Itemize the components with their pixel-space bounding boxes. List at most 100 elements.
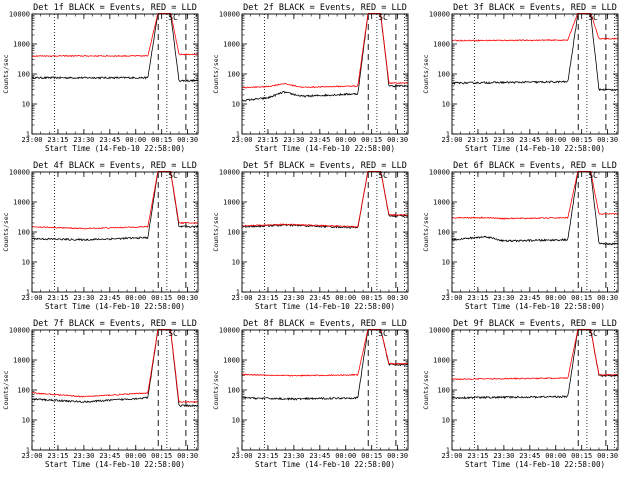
x-tick-label: 23:00 (441, 136, 462, 144)
x-axis-label: Start Time (14-Feb-10 22:58:00) (45, 144, 185, 153)
panel-title: Det 3f BLACK = Events, RED = LLD (453, 3, 617, 13)
y-tick-label: 100 (437, 387, 450, 395)
y-tick-label: 1 (446, 131, 450, 139)
series-lld (242, 13, 408, 89)
x-tick-label: 00:00 (545, 294, 566, 302)
x-tick-label: 00:30 (387, 452, 408, 460)
y-tick-label: 10 (442, 259, 450, 267)
plot-frame (451, 13, 619, 135)
y-tick-label: 10 (22, 101, 30, 109)
x-tick-label: 00:00 (545, 452, 566, 460)
x-tick-label: 23:15 (47, 452, 68, 460)
plot-frame (451, 171, 619, 293)
panel-det-6: Det 6f BLACK = Events, RED = LLD Counts/s… (422, 161, 619, 311)
series-lld (242, 329, 408, 377)
y-tick-label: 10 (442, 101, 450, 109)
plot-frame (31, 171, 199, 293)
plot-frame (241, 13, 409, 135)
plot-area (242, 329, 408, 450)
x-tick-label: 00:30 (387, 294, 408, 302)
x-tick-label: 00:00 (335, 294, 356, 302)
panel-det-9: Det 9f BLACK = Events, RED = LLD Counts/s… (422, 319, 619, 469)
y-tick-label: 1000 (13, 357, 30, 365)
x-tick-label: 23:30 (73, 136, 94, 144)
x-tick-label: 23:45 (309, 452, 330, 460)
series-lld (242, 171, 408, 228)
x-tick-label: 00:15 (361, 294, 382, 302)
sc-marker-label: SC (168, 329, 178, 338)
x-axis-label: Start Time (14-Feb-10 22:58:00) (465, 144, 605, 153)
x-tick-label: 00:15 (571, 136, 592, 144)
y-tick-label: 10000 (9, 11, 30, 19)
y-tick-label: 1000 (223, 357, 240, 365)
plot-frame (31, 329, 199, 451)
y-tick-label: 100 (17, 71, 30, 79)
plot-area (242, 13, 408, 134)
plot-frame (241, 171, 409, 293)
x-tick-label: 23:00 (21, 294, 42, 302)
x-tick-label: 23:30 (73, 294, 94, 302)
x-tick-label: 23:45 (99, 294, 120, 302)
y-tick-label: 10 (232, 417, 240, 425)
plot-area (452, 13, 618, 134)
x-tick-label: 23:45 (309, 136, 330, 144)
y-tick-label: 1 (236, 447, 240, 455)
y-tick-label: 100 (17, 229, 30, 237)
x-tick-label: 23:00 (231, 136, 252, 144)
series-lld (452, 329, 618, 381)
x-tick-label: 00:00 (125, 136, 146, 144)
y-tick-label: 1000 (223, 41, 240, 49)
y-tick-label: 10000 (429, 11, 450, 19)
x-tick-label: 23:45 (99, 136, 120, 144)
y-tick-label: 1000 (433, 41, 450, 49)
x-tick-label: 00:15 (151, 294, 172, 302)
x-tick-label: 00:15 (361, 452, 382, 460)
x-axis-label: Start Time (14-Feb-10 22:58:00) (255, 144, 395, 153)
series-lld (452, 171, 618, 220)
y-tick-label: 1000 (13, 41, 30, 49)
panel-title: Det 5f BLACK = Events, RED = LLD (243, 161, 407, 171)
x-tick-label: 23:30 (493, 452, 514, 460)
x-tick-label: 23:15 (467, 136, 488, 144)
panel-det-5: Det 5f BLACK = Events, RED = LLD Counts/s… (212, 161, 409, 311)
panel-title: Det 4f BLACK = Events, RED = LLD (33, 161, 197, 171)
x-tick-label: 23:15 (257, 452, 278, 460)
plot-area (242, 171, 408, 292)
x-axis-label: Start Time (14-Feb-10 22:58:00) (465, 460, 605, 469)
sc-marker-label: SC (588, 329, 598, 338)
y-tick-label: 10000 (429, 169, 450, 177)
x-tick-label: 00:30 (597, 136, 618, 144)
x-tick-label: 00:00 (125, 452, 146, 460)
x-tick-label: 00:00 (545, 136, 566, 144)
x-tick-label: 23:45 (309, 294, 330, 302)
y-tick-label: 1000 (223, 199, 240, 207)
panel-title: Det 7f BLACK = Events, RED = LLD (33, 319, 197, 329)
panel-title: Det 9f BLACK = Events, RED = LLD (453, 319, 617, 329)
y-axis-label: Counts/sec (212, 54, 220, 93)
series-lld (32, 329, 198, 403)
x-tick-label: 23:45 (99, 452, 120, 460)
y-tick-label: 1 (26, 289, 30, 297)
y-tick-label: 100 (17, 387, 30, 395)
series-lld (452, 13, 618, 42)
x-tick-label: 23:30 (493, 294, 514, 302)
y-tick-label: 10 (22, 259, 30, 267)
x-tick-label: 23:00 (231, 452, 252, 460)
x-tick-label: 23:15 (257, 136, 278, 144)
y-tick-label: 10 (232, 101, 240, 109)
x-tick-label: 00:30 (177, 294, 198, 302)
y-tick-label: 1 (446, 447, 450, 455)
panel-title: Det 8f BLACK = Events, RED = LLD (243, 319, 407, 329)
x-tick-label: 00:30 (177, 452, 198, 460)
panel-title: Det 6f BLACK = Events, RED = LLD (453, 161, 617, 171)
x-axis-label: Start Time (14-Feb-10 22:58:00) (45, 460, 185, 469)
y-tick-label: 1 (446, 289, 450, 297)
y-tick-label: 10000 (219, 327, 240, 335)
x-axis-label: Start Time (14-Feb-10 22:58:00) (255, 460, 395, 469)
y-tick-label: 100 (227, 387, 240, 395)
x-tick-label: 00:15 (571, 452, 592, 460)
y-tick-label: 1 (236, 289, 240, 297)
y-axis-label: Counts/sec (2, 370, 10, 409)
x-tick-label: 23:45 (519, 294, 540, 302)
y-axis-label: Counts/sec (212, 370, 220, 409)
